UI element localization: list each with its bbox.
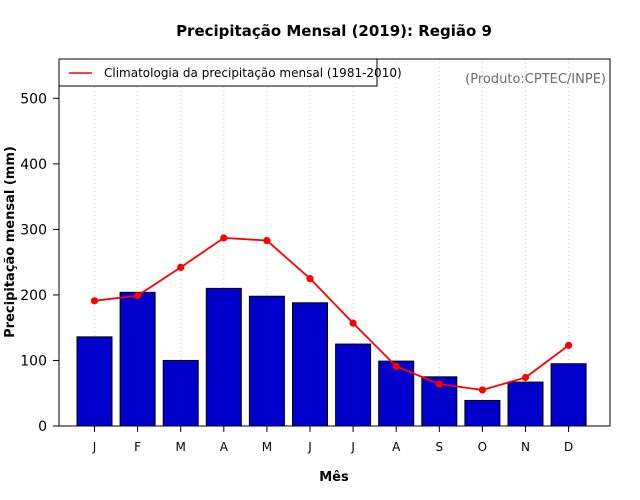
y-axis-title: Precipitação mensal (mm) bbox=[3, 146, 18, 338]
bar bbox=[464, 399, 501, 427]
bar bbox=[550, 363, 587, 427]
x-axis-title: Mês bbox=[319, 470, 349, 485]
x-tick-label: S bbox=[435, 440, 443, 454]
bar bbox=[335, 343, 372, 427]
climatology-point bbox=[134, 291, 142, 300]
climatology-point bbox=[435, 380, 443, 388]
credit-annotation: (Produto:CPTEC/INPE) bbox=[465, 72, 606, 87]
bar bbox=[205, 287, 242, 427]
climatology-point bbox=[263, 236, 271, 245]
climatology-line bbox=[94, 236, 570, 391]
bar bbox=[292, 302, 328, 427]
x-tick-label: J bbox=[92, 440, 97, 454]
y-tick-label: 500 bbox=[20, 91, 47, 107]
climatology-point bbox=[306, 274, 314, 283]
x-tick-label: D bbox=[564, 440, 573, 454]
legend-label: Climatologia da precipitação mensal (198… bbox=[104, 66, 402, 80]
legend-box bbox=[58, 58, 378, 87]
climatology-series bbox=[90, 234, 573, 394]
x-tick-label: O bbox=[478, 440, 487, 454]
x-tick-label: A bbox=[392, 440, 401, 454]
climatology-point bbox=[177, 263, 185, 272]
bars bbox=[76, 287, 587, 427]
y-axis: 0 100 200 300 400 500 bbox=[20, 91, 59, 435]
x-tick-label: F bbox=[134, 440, 141, 454]
bar bbox=[248, 295, 285, 427]
bar bbox=[119, 291, 156, 427]
bar bbox=[162, 359, 199, 427]
x-tick-label: J bbox=[307, 440, 312, 454]
y-tick-label: 200 bbox=[20, 288, 47, 304]
x-tick-label: M bbox=[262, 440, 272, 454]
bar bbox=[76, 336, 113, 427]
x-tick-label: A bbox=[220, 440, 229, 454]
chart-title: Precipitação Mensal (2019): Região 9 bbox=[176, 22, 492, 40]
x-tick-label: M bbox=[176, 440, 186, 454]
climatology-point bbox=[90, 297, 99, 305]
x-tick-label: J bbox=[350, 440, 355, 454]
climatology-point bbox=[521, 373, 530, 382]
x-tick-label: N bbox=[521, 440, 530, 454]
y-tick-label: 0 bbox=[38, 419, 47, 435]
y-tick-label: 100 bbox=[20, 353, 47, 369]
climatology-point bbox=[349, 319, 357, 327]
y-tick-label: 400 bbox=[20, 157, 47, 173]
bar bbox=[507, 381, 544, 427]
legend: Climatologia da precipitação mensal (198… bbox=[58, 58, 402, 87]
climatology-point bbox=[478, 386, 486, 394]
y-tick-label: 300 bbox=[20, 222, 47, 238]
climatology-point bbox=[392, 362, 400, 370]
climatology-point bbox=[220, 234, 228, 242]
climatology-point bbox=[565, 341, 573, 349]
